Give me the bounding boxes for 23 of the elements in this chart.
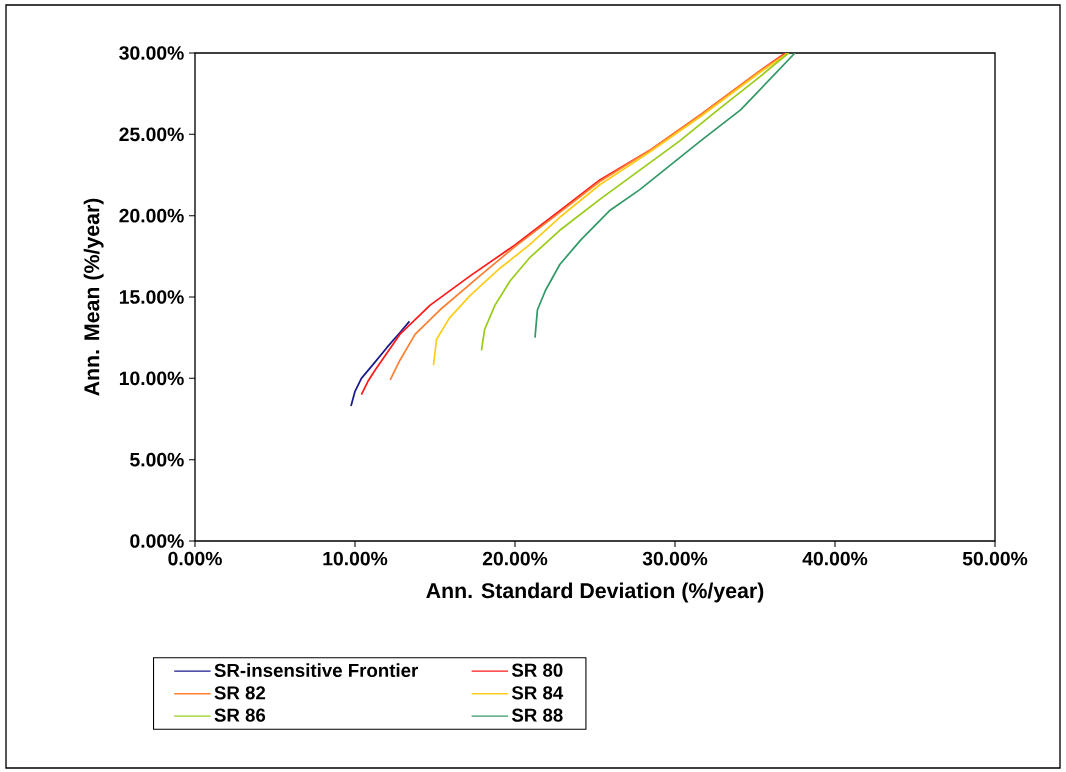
legend-label: SR 88 — [511, 708, 563, 722]
y-axis-title: Ann. Mean (%/year) — [83, 198, 104, 396]
legend-label: SR 84 — [511, 686, 564, 700]
line-series — [350, 320, 411, 407]
legend-label: SR-insensitive Frontier — [214, 663, 418, 678]
x-tick-label: 10.00% — [323, 551, 388, 566]
y-tick-label: 10.00% — [119, 371, 184, 386]
y-tick-label: 15.00% — [119, 290, 184, 304]
x-tick-label: 40.00% — [802, 551, 868, 566]
x-tick-label: 0.00% — [168, 551, 222, 566]
y-tick-label: 25.00% — [119, 127, 184, 142]
x-axis-title: Ann. Standard Deviation (%/year) — [426, 582, 764, 603]
line-series — [480, 53, 790, 352]
y-tick-label: 20.00% — [119, 208, 184, 223]
y-tick-label: 30.00% — [119, 46, 184, 60]
x-tick-label: 30.00% — [642, 551, 708, 566]
legend-label: SR 82 — [214, 686, 266, 700]
y-tick-label: 5.00% — [130, 452, 184, 467]
y-tick-label: 0.00% — [130, 534, 184, 548]
legend-label: SR 80 — [511, 663, 563, 677]
x-tick-label: 50.00% — [962, 551, 1028, 566]
x-tick-label: 20.00% — [482, 551, 548, 566]
legend-label: SR 86 — [214, 708, 266, 722]
